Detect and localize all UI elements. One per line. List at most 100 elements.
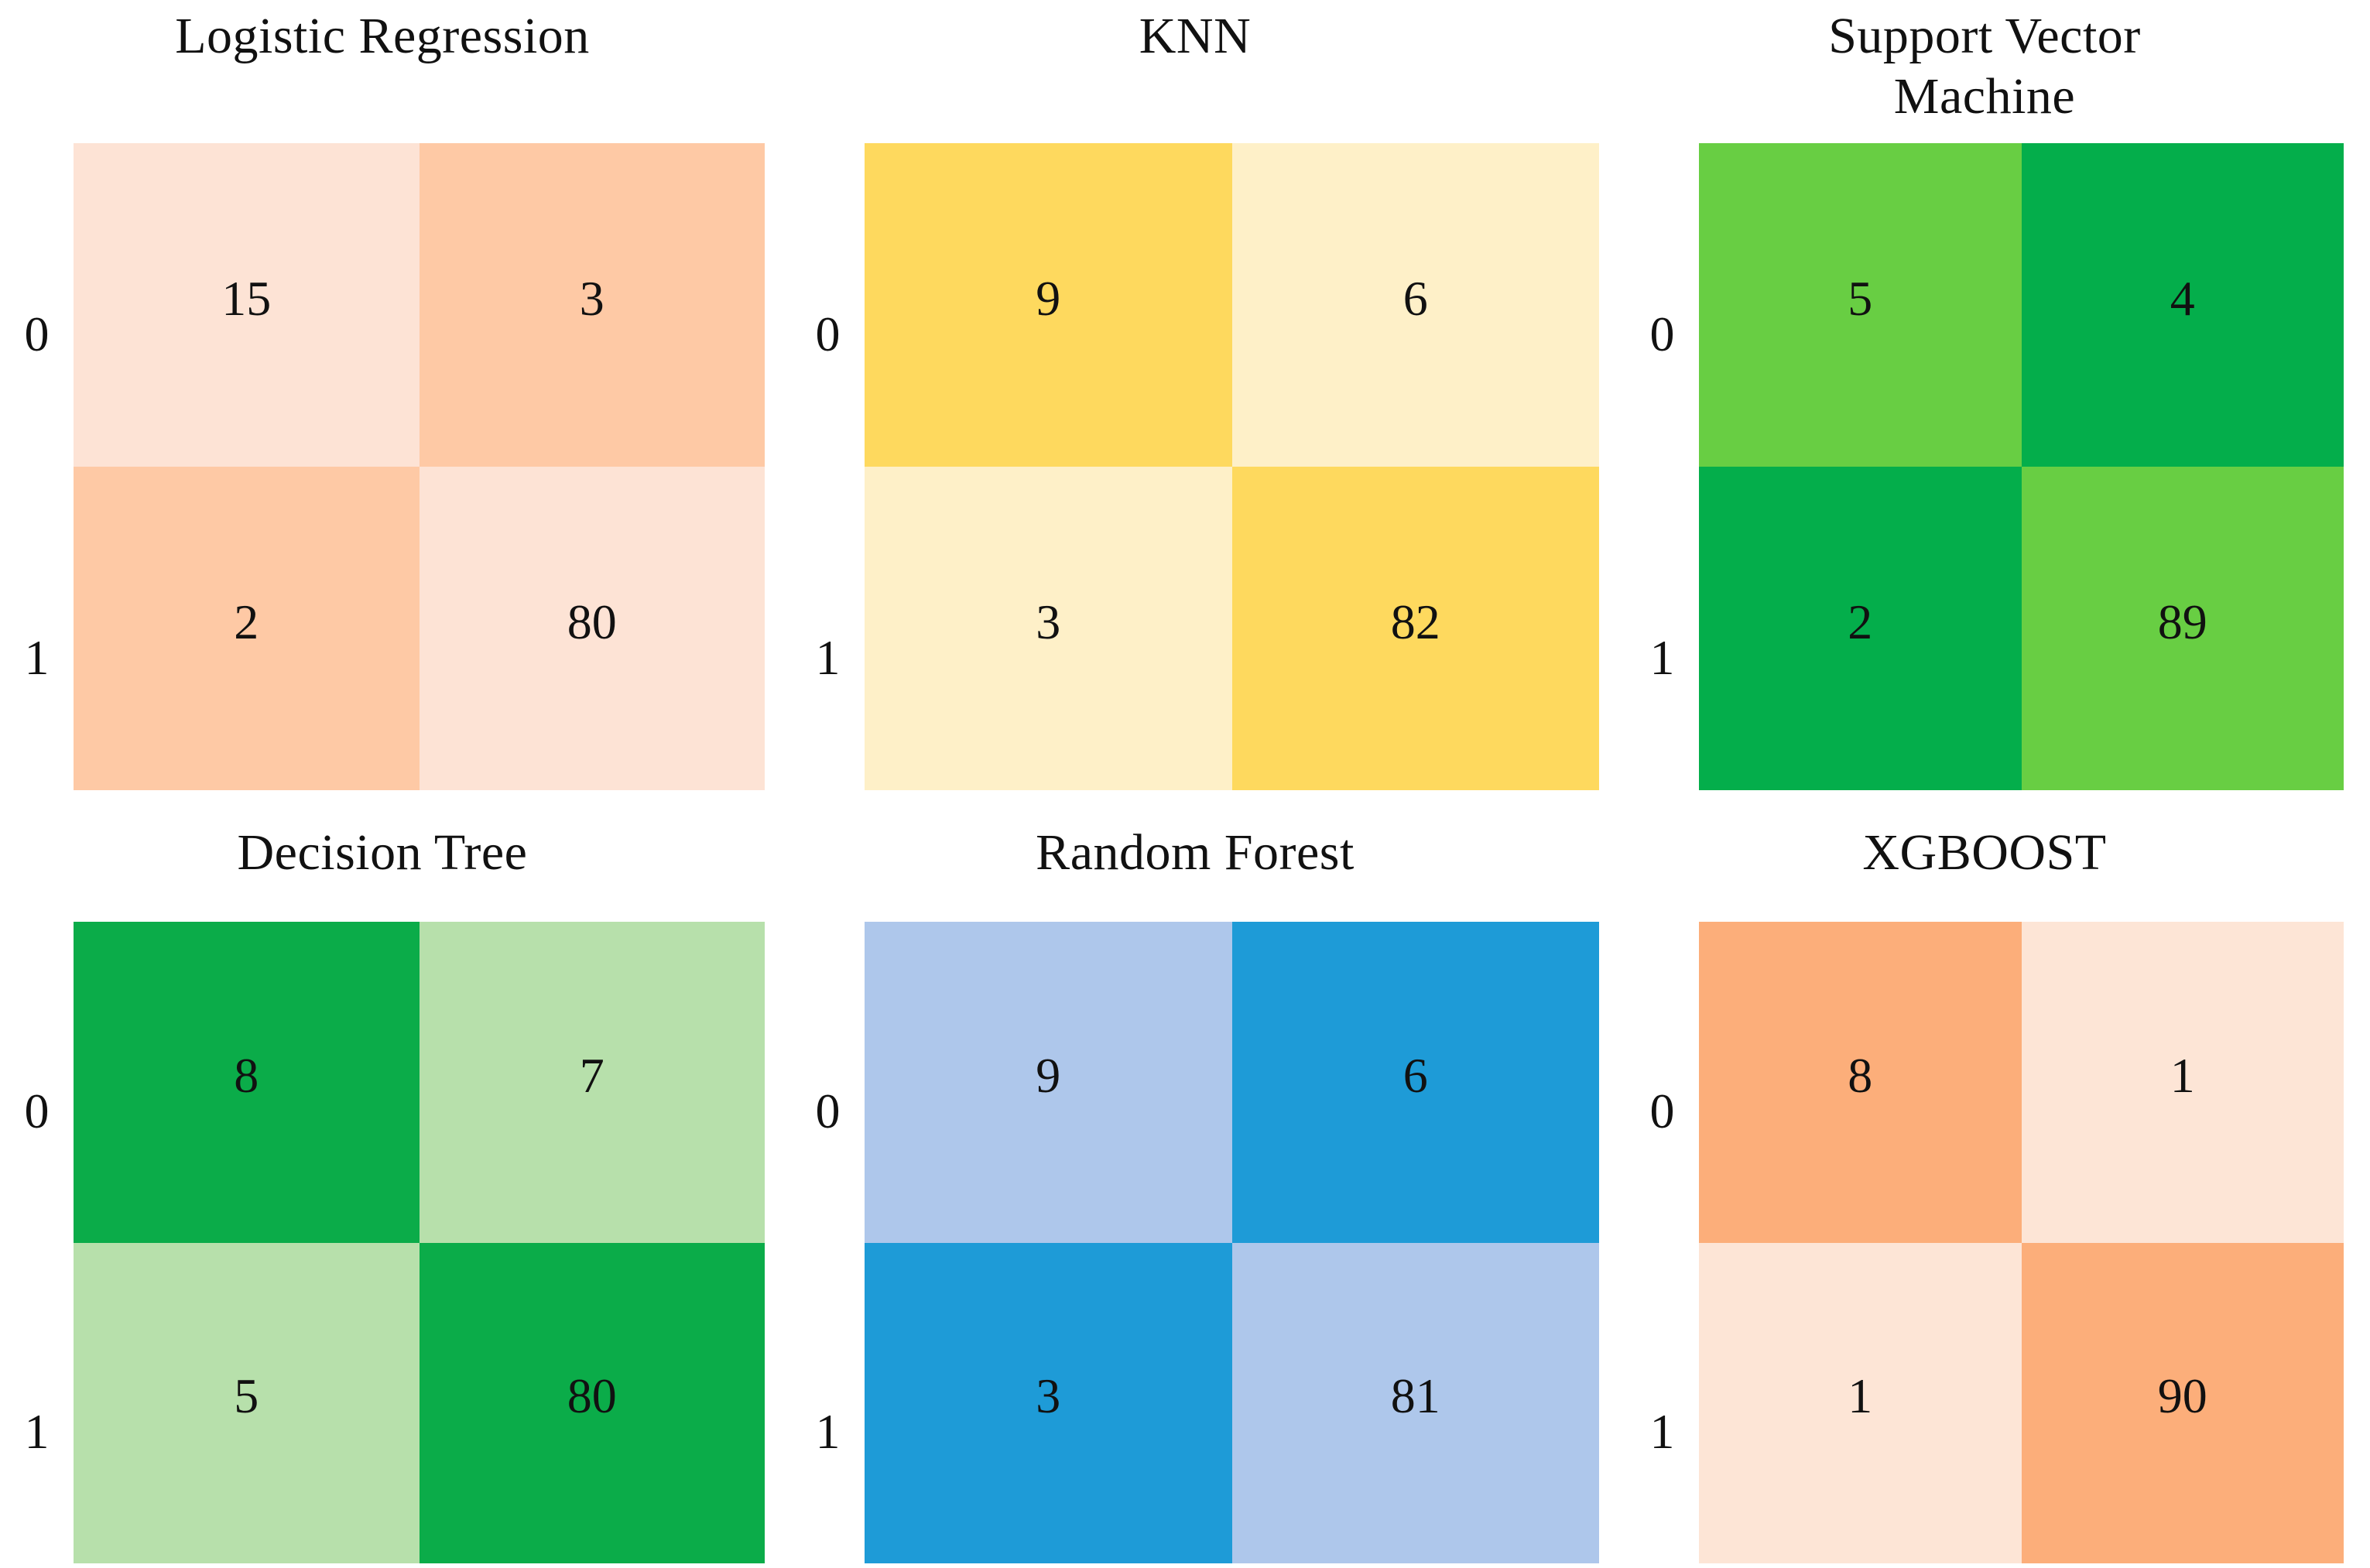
matrix-cell-1-0: 3 — [865, 467, 1232, 790]
cell-value: 2 — [1848, 594, 1873, 649]
row-label-box: 0 — [791, 922, 865, 1243]
row-label-box: 0 — [1625, 143, 1699, 467]
matrix-cell-1-0: 3 — [865, 1242, 1232, 1563]
matrix-cell-1-0: 2 — [1699, 467, 2022, 790]
row-label-box: 1 — [791, 467, 865, 790]
matrix-cell-0-1: 6 — [1231, 143, 1599, 467]
row-label-box: 0 — [791, 143, 865, 467]
matrix-cells: 9 6 3 82 — [865, 143, 1599, 790]
row-label-box: 1 — [791, 1243, 865, 1564]
matrix-cell-0-0: 8 — [1699, 922, 2022, 1243]
matrix-cells: 5 4 2 89 — [1699, 143, 2344, 790]
row-labels: 0 1 — [0, 143, 74, 790]
row-labels: 0 1 — [0, 922, 74, 1563]
matrix-cell-0-1: 1 — [2021, 922, 2344, 1243]
matrix-cell-1-0: 5 — [74, 1242, 420, 1563]
panel-logistic-regression: Logistic Regression 0 1 15 3 2 80 — [0, 0, 791, 790]
cell-value: 80 — [567, 1368, 617, 1424]
row-label-1: 1 — [24, 1404, 50, 1460]
cell-value: 90 — [2157, 1368, 2207, 1424]
cell-value: 89 — [2157, 594, 2207, 649]
panel-decision-tree: Decision Tree 0 1 8 7 5 80 — [0, 790, 791, 1568]
confusion-matrix: 0 1 9 6 3 82 — [791, 143, 1599, 790]
row-labels: 0 1 — [791, 143, 865, 790]
matrix-cell-0-0: 15 — [74, 143, 420, 467]
cell-value: 15 — [221, 270, 272, 326]
matrix-cell-0-0: 8 — [74, 922, 420, 1243]
panel-title-box: Support Vector Machine — [1625, 0, 2344, 143]
cell-value: 5 — [234, 1368, 259, 1424]
panel-title-box: KNN — [791, 0, 1599, 143]
matrix-cells: 9 6 3 81 — [865, 922, 1599, 1563]
row-label-box: 1 — [0, 467, 74, 790]
cell-value: 2 — [234, 594, 259, 649]
cell-value: 4 — [2170, 270, 2195, 326]
confusion-matrix: 0 1 8 1 1 90 — [1625, 922, 2344, 1568]
cell-value: 6 — [1402, 270, 1428, 326]
cell-value: 81 — [1390, 1368, 1440, 1424]
row-label-box: 0 — [1625, 922, 1699, 1243]
matrix-cell-0-1: 3 — [419, 143, 765, 467]
matrix-cell-0-1: 7 — [419, 922, 765, 1243]
cell-value: 5 — [1848, 270, 1873, 326]
panel-title: Random Forest — [1036, 824, 1355, 881]
cell-value: 9 — [1036, 1047, 1061, 1103]
matrix-cell-1-0: 1 — [1699, 1242, 2022, 1563]
row-label-1: 1 — [815, 1404, 841, 1460]
row-label-box: 1 — [1625, 467, 1699, 790]
row-label-1: 1 — [24, 629, 50, 685]
row-label-0: 0 — [1649, 306, 1675, 361]
matrix-cell-1-1: 81 — [1231, 1242, 1599, 1563]
cell-value: 9 — [1036, 270, 1061, 326]
matrix-cell-0-0: 9 — [865, 922, 1232, 1243]
row-label-0: 0 — [1649, 1083, 1675, 1138]
row-label-box: 1 — [1625, 1243, 1699, 1564]
panel-support-vector-machine: Support Vector Machine 0 1 5 4 2 89 — [1625, 0, 2370, 790]
row-labels: 0 1 — [791, 922, 865, 1563]
row-label-1: 1 — [815, 629, 841, 685]
matrix-cells: 8 1 1 90 — [1699, 922, 2344, 1563]
matrix-cell-1-1: 80 — [419, 1242, 765, 1563]
cell-value: 8 — [1848, 1047, 1873, 1103]
row-label-box: 0 — [0, 143, 74, 467]
confusion-matrix: 0 1 8 7 5 80 — [0, 922, 765, 1568]
row-label-0: 0 — [815, 1083, 841, 1138]
panel-title-box: XGBOOST — [1625, 790, 2344, 922]
confusion-matrix: 0 1 9 6 3 81 — [791, 922, 1599, 1568]
matrix-cell-0-0: 9 — [865, 143, 1232, 467]
panel-title-box: Logistic Regression — [0, 0, 765, 143]
matrix-cell-1-0: 2 — [74, 467, 420, 790]
cell-value: 7 — [579, 1047, 604, 1103]
panel-title: XGBOOST — [1862, 824, 2107, 881]
row-labels: 0 1 — [1625, 143, 1699, 790]
row-label-1: 1 — [1649, 1404, 1675, 1460]
confusion-matrix: 0 1 15 3 2 80 — [0, 143, 765, 790]
panel-title: Logistic Regression — [175, 8, 590, 64]
cell-value: 8 — [234, 1047, 259, 1103]
row-label-1: 1 — [1649, 629, 1675, 685]
matrix-cell-1-1: 82 — [1231, 467, 1599, 790]
panel-title: KNN — [1139, 8, 1252, 64]
matrix-cells: 8 7 5 80 — [74, 922, 765, 1563]
row-label-0: 0 — [24, 306, 50, 361]
matrix-cells: 15 3 2 80 — [74, 143, 765, 790]
row-label-0: 0 — [24, 1083, 50, 1138]
matrix-cell-0-1: 6 — [1231, 922, 1599, 1243]
cell-value: 6 — [1402, 1047, 1428, 1103]
matrix-cell-1-1: 80 — [419, 467, 765, 790]
panel-title-box: Decision Tree — [0, 790, 765, 922]
panel-title: Decision Tree — [237, 824, 528, 881]
row-label-0: 0 — [815, 306, 841, 361]
matrix-cell-0-1: 4 — [2021, 143, 2344, 467]
confusion-matrix: 0 1 5 4 2 89 — [1625, 143, 2344, 790]
matrix-cell-1-1: 89 — [2021, 467, 2344, 790]
cell-value: 1 — [1848, 1368, 1873, 1424]
cell-value: 3 — [1036, 1368, 1061, 1424]
cell-value: 1 — [2170, 1047, 2195, 1103]
panel-knn: KNN 0 1 9 6 3 82 — [791, 0, 1625, 790]
panel-title-box: Random Forest — [791, 790, 1599, 922]
panel-title: Support Vector Machine — [1828, 8, 2141, 125]
matrix-cell-0-0: 5 — [1699, 143, 2022, 467]
cell-value: 3 — [1036, 594, 1061, 649]
